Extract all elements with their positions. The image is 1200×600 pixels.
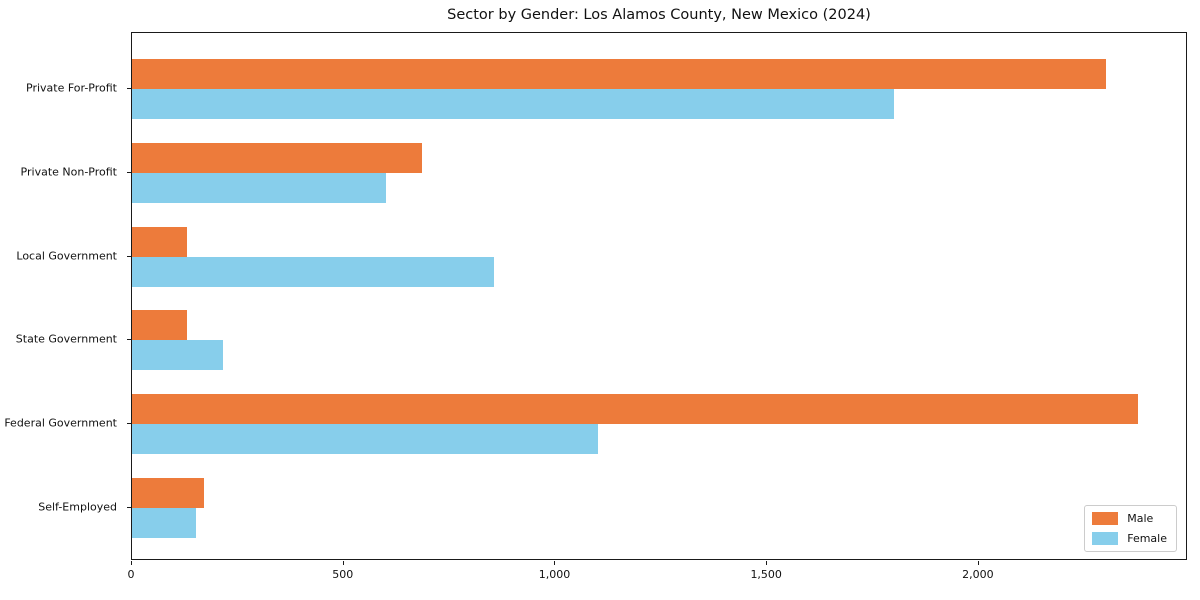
bar-male-private-for-profit (132, 59, 1106, 89)
legend: Male Female (1084, 505, 1177, 552)
x-tick-mark (131, 561, 132, 565)
y-tick-mark (127, 171, 131, 173)
legend-entry-female: Female (1092, 532, 1167, 545)
y-tick-mark (127, 507, 131, 508)
plot-area (131, 32, 1187, 560)
y-tick-label: State Government (15, 332, 117, 346)
bar-female-private-non-profit (132, 172, 387, 203)
y-tick-mark (127, 423, 131, 425)
male-legend-swatch (1092, 512, 1119, 525)
x-tick-label: 1,000 (538, 568, 571, 581)
x-tick-mark (977, 561, 979, 565)
female-legend-swatch (1092, 532, 1119, 545)
x-tick-label: 2,000 (962, 568, 994, 581)
bar-male-federal-government (132, 394, 1138, 425)
male-legend-label: Male (1127, 512, 1154, 525)
chart-title: Sector by Gender: Los Alamos County, New… (447, 7, 871, 23)
x-tick-label: 0 (127, 568, 135, 581)
legend-entry-male: Male (1092, 512, 1167, 525)
bar-male-state-government (132, 310, 188, 341)
y-tick-mark (127, 339, 131, 341)
y-tick-label: Local Government (16, 249, 117, 263)
x-tick-mark (766, 561, 768, 565)
x-tick-label: 1,500 (750, 568, 782, 581)
y-tick-label: Private For-Profit (26, 81, 117, 95)
x-tick-label: 500 (332, 568, 354, 581)
female-legend-label: Female (1127, 532, 1167, 545)
y-tick-mark (127, 255, 131, 257)
y-tick-label: Federal Government (4, 416, 117, 430)
y-tick-mark (127, 88, 131, 89)
bar-female-state-government (132, 340, 224, 371)
y-tick-label: Private Non-Profit (20, 165, 117, 179)
bar-male-private-non-profit (132, 142, 423, 173)
x-tick-mark (342, 561, 344, 565)
bar-female-local-government (132, 256, 495, 287)
bar-female-self-employed (132, 508, 196, 538)
y-tick-label: Self-Employed (38, 500, 117, 514)
bar-female-private-for-profit (132, 89, 895, 119)
bar-male-self-employed (132, 478, 204, 508)
bar-female-federal-government (132, 424, 598, 455)
bar-male-local-government (132, 226, 188, 257)
x-tick-mark (554, 561, 556, 565)
